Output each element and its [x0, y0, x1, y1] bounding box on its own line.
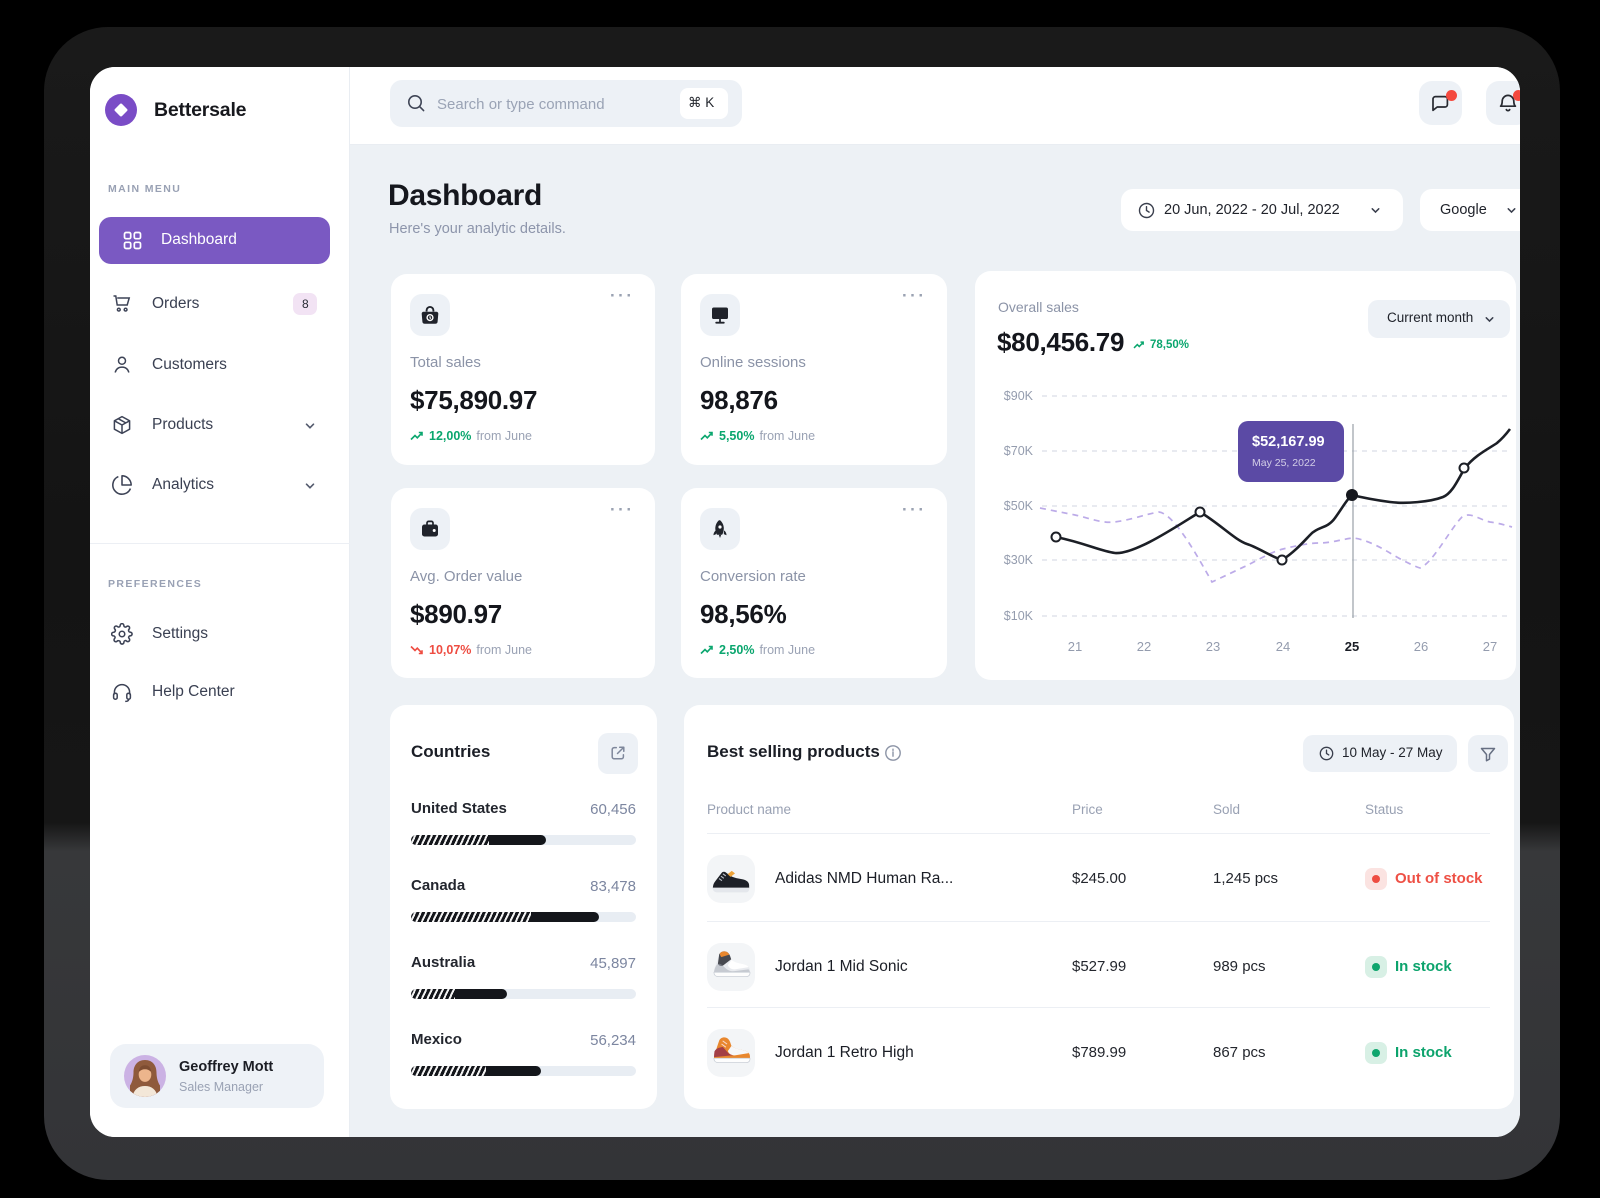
svg-text:24: 24: [1276, 639, 1290, 654]
svg-text:23: 23: [1206, 639, 1220, 654]
svg-text:27: 27: [1483, 639, 1497, 654]
svg-text:$70K: $70K: [1004, 444, 1034, 458]
svg-text:$90K: $90K: [1004, 389, 1034, 403]
svg-text:22: 22: [1137, 639, 1151, 654]
svg-text:$50K: $50K: [1004, 499, 1034, 513]
svg-text:21: 21: [1068, 639, 1082, 654]
svg-text:$10K: $10K: [1004, 609, 1034, 623]
svg-text:26: 26: [1414, 639, 1428, 654]
svg-text:25: 25: [1345, 639, 1359, 654]
svg-text:$30K: $30K: [1004, 553, 1034, 567]
